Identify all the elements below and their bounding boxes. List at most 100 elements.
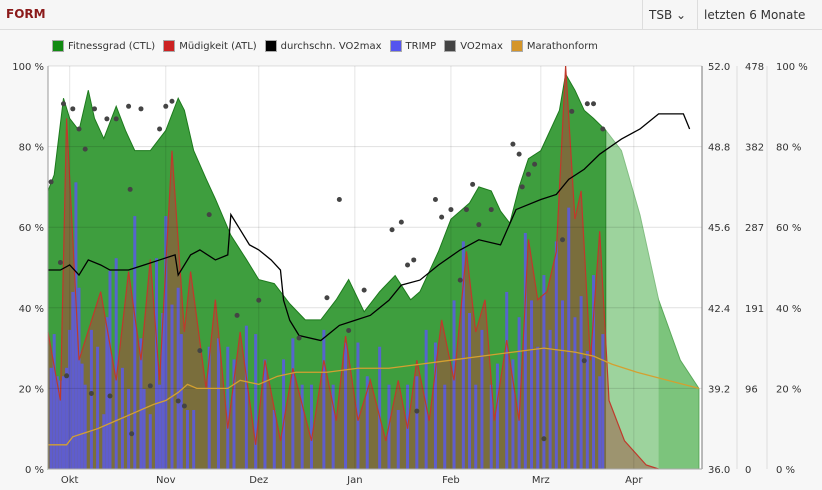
metric-select[interactable]: TSB ⌄: [642, 0, 697, 30]
trimp-bar: [127, 388, 131, 469]
vo2max-point: [581, 358, 587, 364]
trimp-bar: [232, 359, 236, 469]
legend-item-atl[interactable]: Müdigkeit (ATL): [163, 40, 257, 52]
range-select-value: letzten 6 Monate: [704, 8, 806, 22]
chevron-down-icon: ⌄: [676, 8, 687, 22]
legend-label: VO2max: [460, 40, 503, 52]
trimp-bar: [105, 317, 109, 469]
vo2max-point: [48, 179, 54, 185]
vo2max-point: [439, 214, 445, 220]
trimp-tick-label: 191: [745, 304, 764, 315]
trimp-bar: [365, 376, 369, 469]
y-tick-label: 0 %: [25, 465, 44, 476]
vo2max-point: [113, 116, 119, 122]
panel-header: FORM TSB ⌄ letzten 6 Monate ⌄: [0, 0, 822, 52]
vo2max-point: [448, 207, 454, 213]
vo2max-point: [591, 101, 597, 107]
legend-label: Marathonform: [526, 40, 598, 52]
legend-item-vo2max[interactable]: VO2max: [444, 40, 503, 52]
trimp-bar: [158, 384, 162, 469]
vo2max-point: [76, 126, 82, 132]
vo2max-point: [525, 171, 531, 177]
trimp-bar: [424, 329, 428, 469]
vo2max-point: [256, 297, 262, 303]
vo2max-point: [389, 227, 395, 233]
trimp-bar: [83, 384, 87, 469]
trimp-tick-label: 478: [745, 62, 764, 73]
vo2max-point: [398, 219, 404, 225]
vo2max-point: [64, 373, 70, 379]
trimp-bar: [443, 384, 447, 469]
trimp-bar: [192, 409, 196, 469]
right-pct-tick-label: 80 %: [776, 143, 801, 154]
atl-line: [47, 65, 659, 470]
trimp-bar: [567, 207, 571, 469]
trimp-bar: [530, 300, 534, 469]
trimp-bar: [579, 296, 583, 469]
vo2max-point: [414, 408, 420, 414]
vo2max-point: [411, 257, 417, 263]
x-tick-label: Mrz: [532, 475, 550, 486]
trimp-bar: [433, 342, 437, 469]
trimp-bar: [71, 291, 75, 469]
ctl-forecast-area: [605, 129, 700, 470]
vo2max-point: [560, 237, 566, 243]
trimp-bar: [415, 376, 419, 469]
vo2max-point: [432, 196, 438, 202]
y-tick-label: 100 %: [12, 62, 44, 73]
trimp-bar: [300, 384, 304, 469]
trimp-bar: [263, 359, 267, 469]
vo2max-point: [541, 436, 547, 442]
trimp-bar: [170, 304, 174, 469]
trimp-bar: [244, 325, 248, 469]
vo2-tick-label: 48.8: [708, 143, 730, 154]
x-tick-label: Apr: [625, 475, 643, 486]
metric-select-value: TSB: [649, 8, 673, 22]
vo2max-point: [405, 262, 411, 268]
trimp-bar: [65, 367, 69, 469]
trimp-bar: [542, 275, 546, 469]
panel-title: FORM: [6, 7, 46, 21]
trimp-bar: [55, 376, 59, 469]
vo2max-point: [361, 287, 367, 293]
right-pct-tick-label: 100 %: [776, 62, 808, 73]
legend-item-trimp[interactable]: TRIMP: [389, 40, 437, 52]
trimp-bar: [598, 376, 602, 469]
vo2max-point: [476, 222, 482, 228]
legend-swatch: [264, 40, 277, 52]
vo2max-point: [584, 101, 590, 107]
trimp-bar: [548, 329, 552, 469]
legend-label: Müdigkeit (ATL): [179, 40, 257, 52]
trimp-bar: [517, 317, 521, 469]
legend-item-marathonform[interactable]: Marathonform: [510, 40, 598, 52]
y-tick-label: 80 %: [19, 143, 44, 154]
trimp-bar: [68, 329, 72, 469]
legend-swatch: [389, 40, 402, 52]
trimp-bar: [480, 329, 484, 469]
trimp-bar: [96, 346, 100, 469]
legend-label: TRIMP: [405, 40, 437, 52]
trimp-bar: [80, 363, 84, 469]
y-tick-label: 40 %: [19, 304, 44, 315]
trimp-bar: [176, 287, 180, 469]
trimp-bar: [185, 409, 189, 469]
trimp-tick-label: 0: [745, 465, 751, 476]
trimp-bar: [474, 384, 478, 469]
trimp-bar: [344, 342, 348, 469]
trimp-bar: [272, 409, 276, 469]
trimp-bar: [511, 359, 515, 469]
vo2max-point: [104, 116, 110, 122]
trimp-bar: [378, 346, 382, 469]
trimp-bar: [561, 300, 565, 469]
right-pct-tick-label: 40 %: [776, 304, 801, 315]
vo2max-point: [324, 295, 330, 301]
trimp-bar: [77, 287, 81, 469]
x-tick-label: Jan: [346, 475, 362, 486]
trimp-bar: [309, 384, 313, 469]
legend-item-avg-vo2max[interactable]: durchschn. VO2max: [264, 40, 382, 52]
trimp-bar: [461, 241, 465, 469]
trimp-bar: [573, 317, 577, 469]
trimp-bar: [495, 363, 499, 469]
legend-item-ctl[interactable]: Fitnessgrad (CTL): [52, 40, 155, 52]
vo2max-point: [129, 431, 135, 437]
